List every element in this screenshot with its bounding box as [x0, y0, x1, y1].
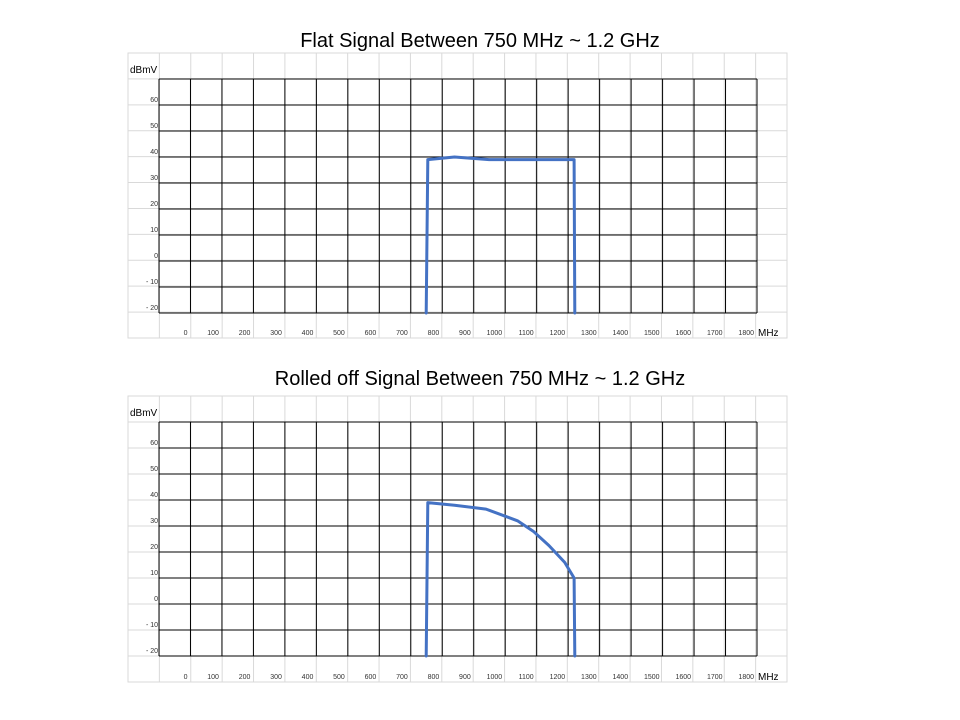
x-tick-label: 200	[239, 330, 251, 337]
y-tick-label: 30	[150, 518, 158, 525]
y-tick-label: 0	[154, 253, 158, 260]
y-tick-label: 50	[150, 466, 158, 473]
x-tick-label: 700	[396, 330, 408, 337]
x-axis-label: MHz	[758, 672, 779, 683]
y-tick-label: 20	[150, 544, 158, 551]
series-line	[424, 501, 577, 658]
x-tick-label: 500	[333, 674, 345, 681]
x-tick-label: 200	[239, 674, 251, 681]
x-tick-label: 1400	[613, 674, 629, 681]
y-tick-label: 40	[150, 149, 158, 156]
x-tick-label: 1500	[644, 674, 660, 681]
y-axis-label: dBmV	[130, 408, 158, 419]
y-tick-label: - 20	[146, 305, 158, 312]
x-tick-label: 900	[459, 674, 471, 681]
y-tick-label: 30	[150, 175, 158, 182]
y-tick-label: 0	[154, 596, 158, 603]
y-tick-label: - 10	[146, 279, 158, 286]
x-tick-label: 1200	[550, 330, 566, 337]
chart-title-flat: Flat Signal Between 750 MHz ~ 1.2 GHz	[300, 30, 660, 52]
series-line	[424, 155, 577, 315]
x-tick-label: 100	[207, 330, 219, 337]
x-tick-label: 300	[270, 330, 282, 337]
x-tick-label: 1300	[581, 330, 597, 337]
x-tick-label: 1000	[487, 330, 503, 337]
x-tick-label: 1300	[581, 674, 597, 681]
plot-outer-frame	[127, 395, 788, 683]
x-tick-label: 1800	[738, 330, 754, 337]
x-tick-label: 600	[365, 330, 377, 337]
x-tick-label: 800	[428, 674, 440, 681]
x-tick-label: 500	[333, 330, 345, 337]
x-tick-label: 0	[184, 330, 188, 337]
y-tick-label: 50	[150, 123, 158, 130]
y-tick-label: 40	[150, 492, 158, 499]
y-tick-label: 60	[150, 440, 158, 447]
y-tick-label: 60	[150, 97, 158, 104]
x-tick-label: 1000	[487, 674, 503, 681]
y-tick-label: 20	[150, 201, 158, 208]
x-tick-label: 800	[428, 330, 440, 337]
x-tick-label: 1100	[519, 330, 534, 337]
x-tick-label: 700	[396, 674, 408, 681]
x-tick-label: 1100	[519, 674, 534, 681]
x-tick-label: 600	[365, 674, 377, 681]
x-tick-label: 100	[207, 674, 219, 681]
x-tick-label: 1700	[707, 330, 723, 337]
x-tick-label: 1500	[644, 330, 660, 337]
y-tick-label: - 10	[146, 622, 158, 629]
x-tick-label: 1800	[738, 674, 754, 681]
x-tick-label: 1700	[707, 674, 723, 681]
y-tick-label: - 20	[146, 648, 158, 655]
x-axis-label: MHz	[758, 328, 779, 339]
x-tick-label: 1600	[675, 674, 691, 681]
x-tick-label: 900	[459, 330, 471, 337]
x-tick-label: 0	[184, 674, 188, 681]
x-tick-label: 1600	[675, 330, 691, 337]
y-axis-label: dBmV	[130, 65, 158, 76]
y-tick-label: 10	[150, 570, 158, 577]
x-tick-label: 1400	[613, 330, 629, 337]
x-tick-label: 400	[302, 330, 314, 337]
x-tick-label: 300	[270, 674, 282, 681]
y-tick-label: 10	[150, 227, 158, 234]
chart-title-rolled-off: Rolled off Signal Between 750 MHz ~ 1.2 …	[274, 368, 686, 390]
x-tick-label: 400	[302, 674, 314, 681]
x-tick-label: 1200	[550, 674, 566, 681]
